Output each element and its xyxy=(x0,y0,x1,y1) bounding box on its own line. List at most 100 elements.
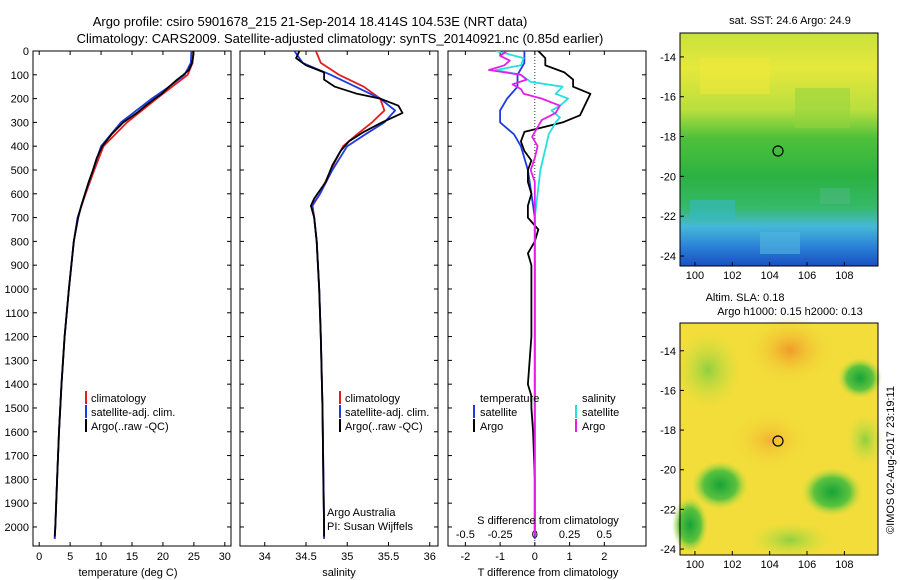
main-title-line2: Climatology: CARS2009. Satellite-adjuste… xyxy=(77,31,604,46)
imos-timestamp: ©IMOS 02-Aug-2017 23:19:11 xyxy=(885,386,897,534)
map-x-tick-label: 102 xyxy=(723,270,741,282)
sla-low-5 xyxy=(672,497,708,553)
salinity-legend: climatology satellite-adj. clim. Argo(..… xyxy=(339,391,429,433)
temperature-panel: 0100200300400500600700800900100011001200… xyxy=(5,46,232,579)
legend-label-argo: Argo(..raw -QC) xyxy=(345,421,423,433)
map-x-tick-label: 102 xyxy=(723,559,741,571)
difference-axes-box xyxy=(447,50,647,547)
map-y-tick-label: -22 xyxy=(660,211,676,223)
main-title-line1: Argo profile: csiro 5901678_215 21-Sep-2… xyxy=(93,14,528,29)
argo-credit: Argo Australia xyxy=(327,507,396,519)
salinity-xlabel: salinity xyxy=(322,567,356,579)
map-y-tick-label: -18 xyxy=(660,132,676,144)
salinity-x-ticks: 34 34.5 35 35.5 36 xyxy=(259,51,436,563)
sla-low-7 xyxy=(847,414,883,466)
sst-mid-patch xyxy=(795,88,850,128)
legend-heading-temperature: temperature xyxy=(480,393,539,405)
map-y-tick-label: -16 xyxy=(660,92,676,104)
map-y-tick-label: -16 xyxy=(660,385,676,397)
map-x-tick-label: 106 xyxy=(798,270,816,282)
legend-label-t-argo: Argo xyxy=(480,421,503,433)
legend-label-argo: Argo(..raw -QC) xyxy=(91,421,169,433)
x-tick-label: 0 xyxy=(532,551,538,563)
y-tick-label: 400 xyxy=(11,141,29,153)
map-y-tick-label: -24 xyxy=(660,251,676,263)
sst-argo-location-marker xyxy=(772,145,784,157)
sla-map-subtitle: Argo h1000: 0.15 h2000: 0.13 xyxy=(717,306,863,318)
y-tick-label: 1100 xyxy=(5,308,29,320)
y-tick-label: 900 xyxy=(11,260,29,272)
sla-low-2 xyxy=(692,461,748,509)
map-x-tick-label: 108 xyxy=(835,559,853,571)
x-tick-label: -2 xyxy=(460,551,470,563)
x-tick-label: 34.5 xyxy=(295,551,316,563)
y-tick-label: 100 xyxy=(11,70,29,82)
difference-line-salinity-argo xyxy=(488,51,561,537)
sla-argo-location-marker xyxy=(772,435,784,447)
sst-map-title: sat. SST: 24.6 Argo: 24.9 xyxy=(729,15,851,27)
y-tick-label: 1900 xyxy=(5,498,29,510)
temperature-line-argo-raw-qc- xyxy=(53,51,195,537)
legend-heading-salinity: salinity xyxy=(582,393,616,405)
x-tick-label: 36 xyxy=(424,551,436,563)
t-difference-label: T difference from climatology xyxy=(478,567,619,579)
sst-map-frame xyxy=(679,32,879,267)
s-tick-label: 0.25 xyxy=(559,529,580,541)
map-y-tick-label: -24 xyxy=(660,544,676,556)
sst-green-patch xyxy=(820,188,850,204)
sla-map-panel: Altim. SLA: 0.18 Argo h1000: 0.15 h2000:… xyxy=(660,292,883,571)
y-tick-label: 800 xyxy=(11,236,29,248)
map-x-tick-label: 104 xyxy=(760,559,778,571)
sla-high-1 xyxy=(745,315,835,385)
temperature-x-ticks: 0 5 10 15 20 25 30 xyxy=(36,51,231,563)
y-tick-label: 0 xyxy=(23,46,29,58)
sst-field xyxy=(680,33,878,266)
y-tick-label: 1300 xyxy=(5,355,29,367)
temperature-series xyxy=(53,51,195,539)
x-tick-label: 0 xyxy=(36,551,42,563)
y-tick-label: 300 xyxy=(11,117,29,129)
pi-credit: PI: Susan Wijffels xyxy=(327,521,413,533)
y-tick-label: 1000 xyxy=(5,284,29,296)
legend-label-s-satellite: satellite xyxy=(582,407,619,419)
sla-map-ticks: 100 102 104 106 108 -14 -16 -18 -20 -22 -24 xyxy=(660,346,853,571)
x-tick-label: 15 xyxy=(126,551,138,563)
s-tick-label: -0.25 xyxy=(488,529,513,541)
sst-cool-patch xyxy=(690,200,735,220)
sst-warm-patch xyxy=(700,58,770,94)
y-tick-label: 200 xyxy=(11,94,29,106)
map-y-tick-label: -18 xyxy=(660,425,676,437)
x-tick-label: 34 xyxy=(259,551,271,563)
x-tick-label: 20 xyxy=(157,551,169,563)
x-tick-label: 10 xyxy=(95,551,107,563)
difference-legend: temperature salinity satellite Argo sate… xyxy=(473,393,619,433)
map-x-tick-label: 104 xyxy=(760,270,778,282)
map-x-tick-label: 100 xyxy=(686,559,704,571)
salinity-line-argo-raw-qc- xyxy=(295,51,404,537)
temperature-axes-box xyxy=(32,50,232,547)
legend-label-climatology: climatology xyxy=(91,393,147,405)
map-y-tick-label: -20 xyxy=(660,171,676,183)
y-tick-label: 1800 xyxy=(5,474,29,486)
sst-map-panel: sat. SST: 24.6 Argo: 24.9 100 102 104 106 10… xyxy=(660,15,879,282)
map-x-tick-label: 100 xyxy=(686,270,704,282)
difference-line-temperature-argo xyxy=(520,51,592,537)
s-tick-label: 0.5 xyxy=(597,529,612,541)
sla-map-frame xyxy=(679,322,879,556)
sla-low-6 xyxy=(750,522,830,558)
legend-label-s-argo: Argo xyxy=(582,421,605,433)
sla-low-3 xyxy=(802,468,862,516)
y-tick-label: 2000 xyxy=(5,522,29,534)
temperature-y-ticks: 0 100 200 300 400 500 600 700 800 900 1000 1100 1200… xyxy=(5,46,231,534)
y-tick-label: 1500 xyxy=(5,403,29,415)
sla-map-title: Altim. SLA: 0.18 xyxy=(706,292,785,304)
map-y-tick-label: -14 xyxy=(660,52,676,64)
map-y-tick-label: -20 xyxy=(660,465,676,477)
salinity-axes-box xyxy=(239,50,439,547)
temperature-xlabel: temperature (deg C) xyxy=(78,567,177,579)
y-tick-label: 600 xyxy=(11,189,29,201)
